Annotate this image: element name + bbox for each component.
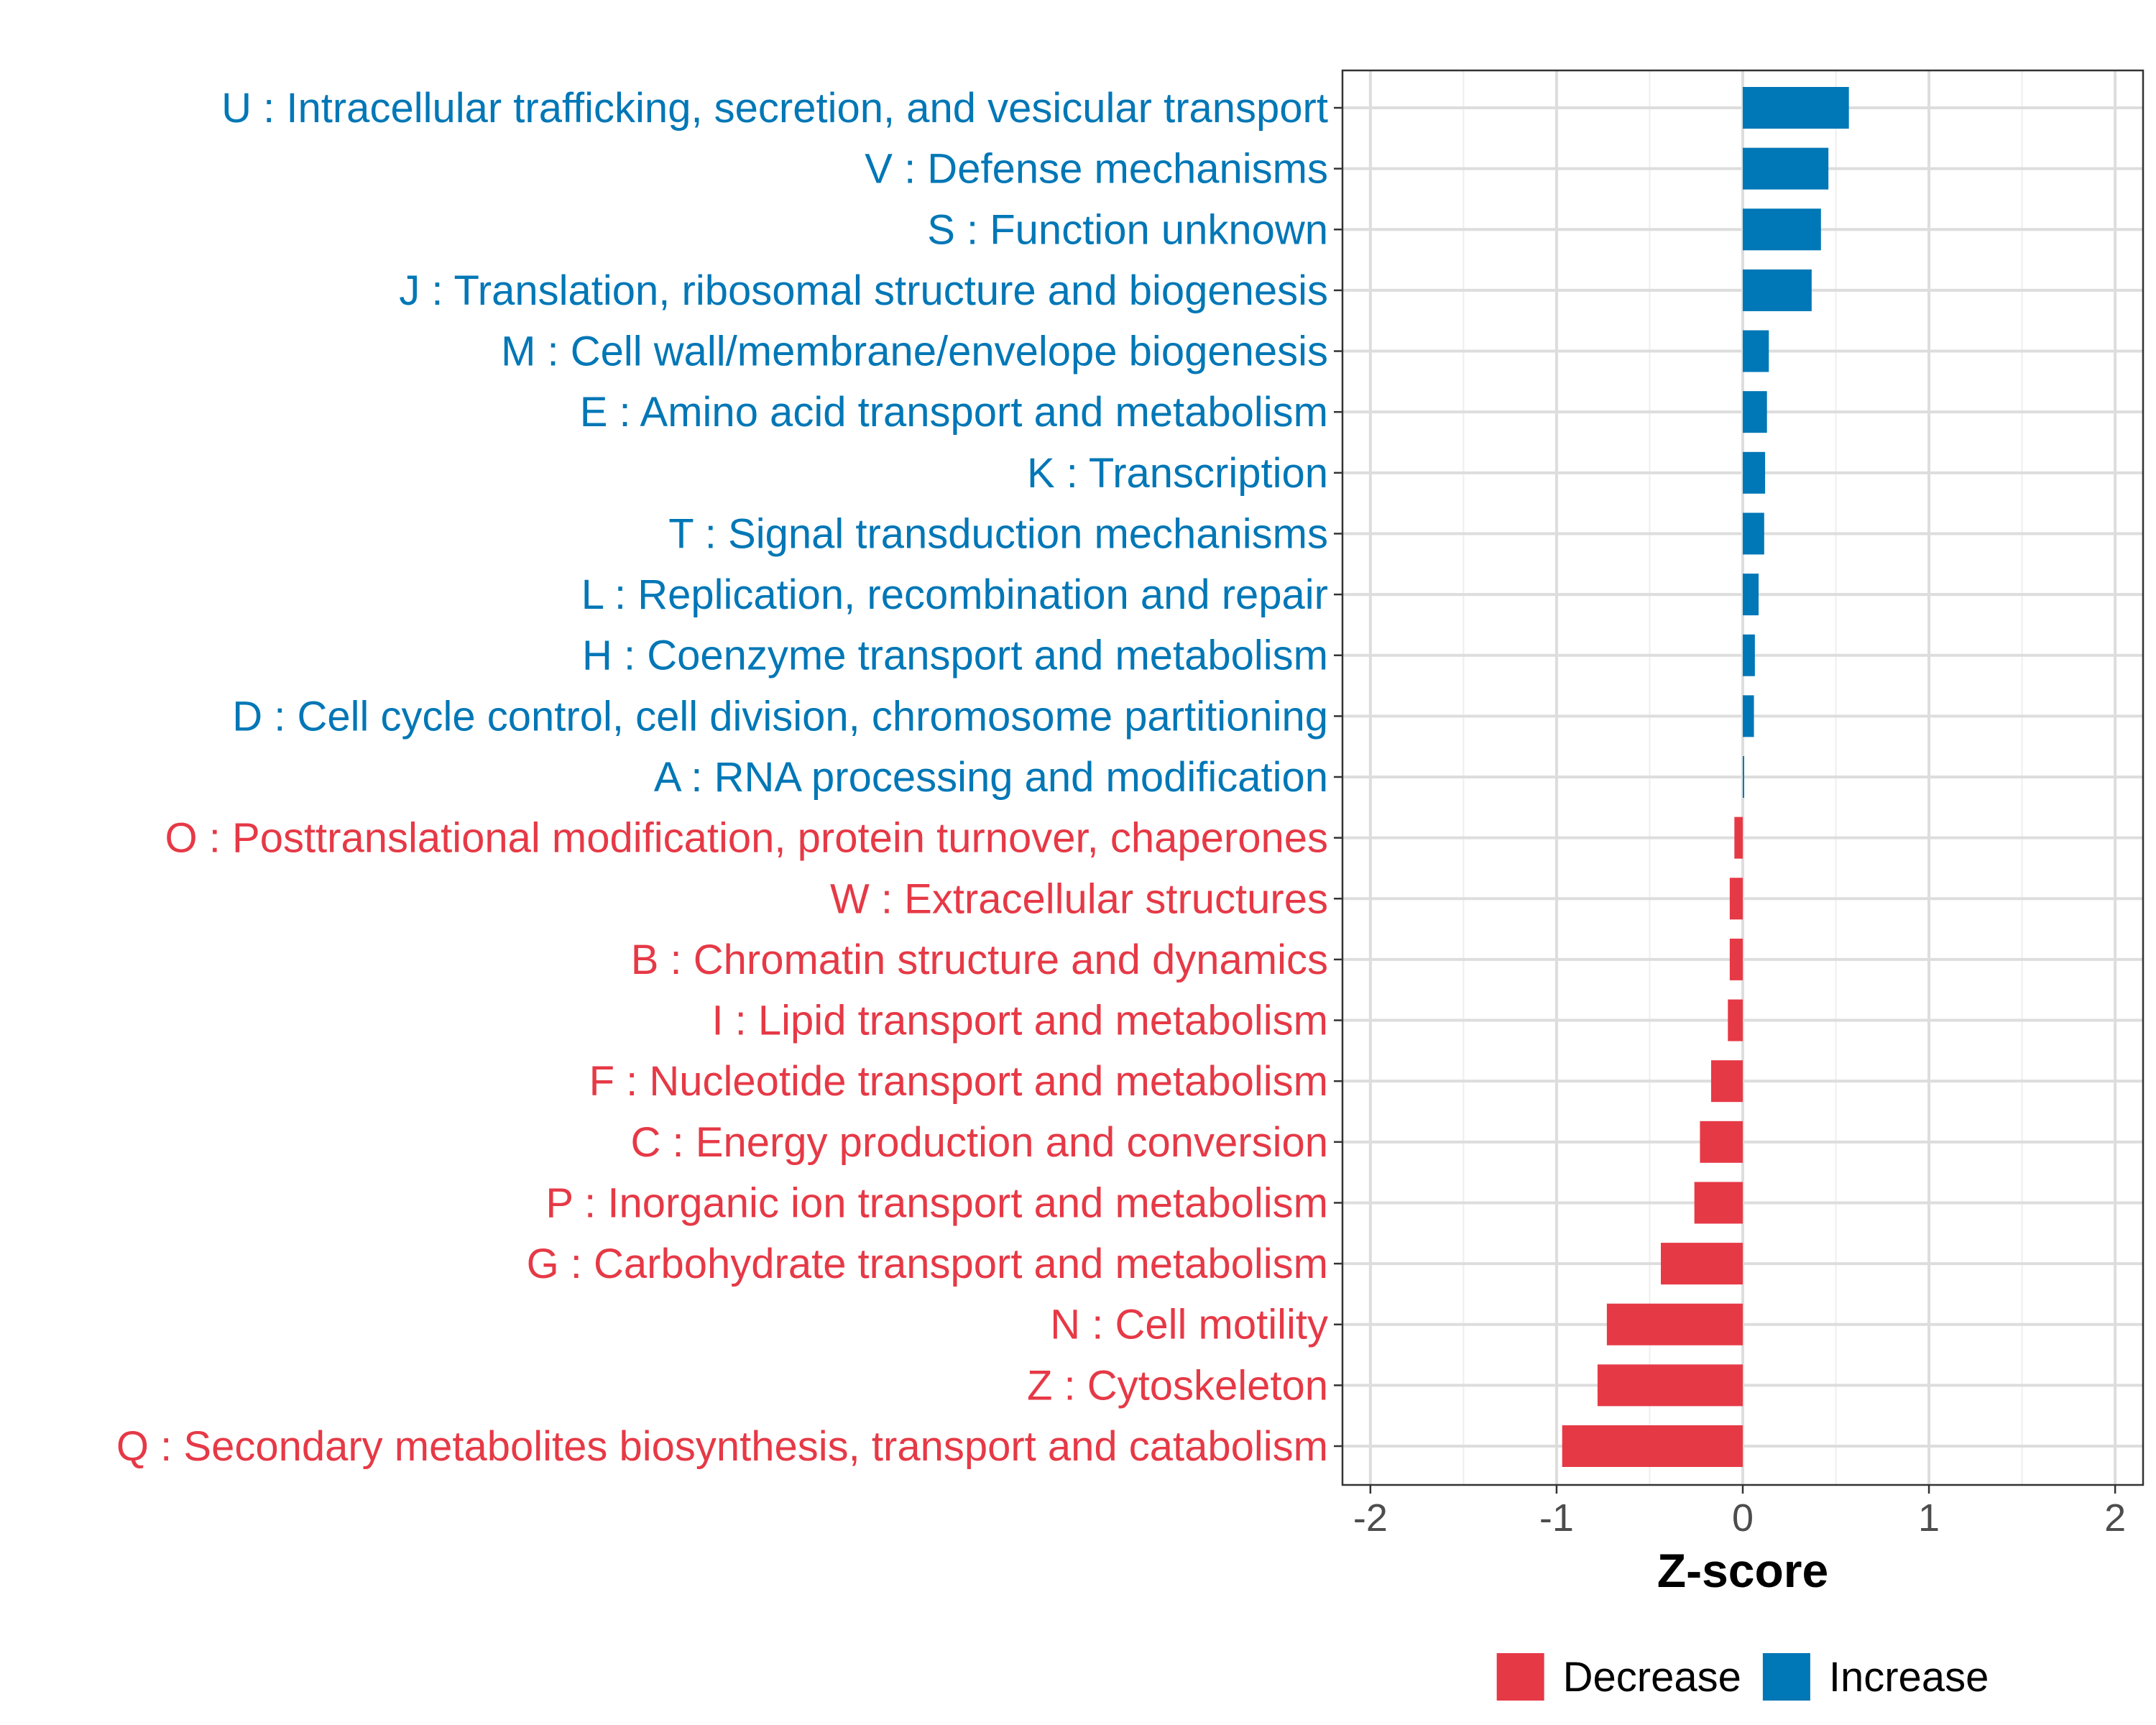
y-tick-label: K : Transcription bbox=[1027, 450, 1328, 497]
y-tick-label: V : Defense mechanisms bbox=[865, 146, 1328, 193]
bar bbox=[1710, 1060, 1743, 1103]
y-tick-label: S : Function unknown bbox=[927, 206, 1328, 253]
legend-label: Increase bbox=[1829, 1654, 1989, 1701]
bar bbox=[1606, 1303, 1743, 1346]
y-tick-label: M : Cell wall/membrane/envelope biogenes… bbox=[501, 328, 1328, 375]
y-tick-label: L : Replication, recombination and repai… bbox=[581, 571, 1328, 618]
y-tick-label: A : RNA processing and modification bbox=[654, 754, 1328, 801]
bar bbox=[1743, 208, 1821, 251]
bar bbox=[1743, 269, 1812, 311]
bar bbox=[1694, 1182, 1743, 1224]
bar bbox=[1597, 1364, 1743, 1407]
y-tick-label: O : Posttranslational modification, prot… bbox=[165, 815, 1328, 862]
y-tick-label: T : Signal transduction mechanisms bbox=[668, 510, 1328, 557]
legend-label: Decrease bbox=[1563, 1654, 1741, 1701]
bar bbox=[1661, 1243, 1743, 1285]
bar bbox=[1729, 938, 1743, 980]
y-tick-label: F : Nucleotide transport and metabolism bbox=[589, 1058, 1328, 1105]
bar bbox=[1743, 574, 1759, 616]
bar bbox=[1734, 816, 1743, 859]
y-tick-label: N : Cell motility bbox=[1050, 1302, 1328, 1348]
bar bbox=[1562, 1425, 1743, 1467]
bar bbox=[1743, 391, 1767, 433]
y-tick-label: G : Carbohydrate transport and metabolis… bbox=[527, 1241, 1328, 1287]
bar bbox=[1743, 451, 1766, 494]
y-tick-label: D : Cell cycle control, cell division, c… bbox=[232, 693, 1328, 740]
x-tick-label: -2 bbox=[1353, 1496, 1388, 1540]
bar bbox=[1743, 512, 1764, 555]
x-tick-label: 1 bbox=[1918, 1496, 1940, 1540]
y-tick-label: U : Intracellular trafficking, secretion… bbox=[221, 85, 1328, 132]
y-tick-label: H : Coenzyme transport and metabolism bbox=[582, 632, 1328, 679]
legend: Decrease Increase bbox=[1496, 1653, 1989, 1701]
y-tick-label: Z : Cytoskeleton bbox=[1027, 1362, 1328, 1409]
bar bbox=[1728, 999, 1743, 1041]
x-tick-label: 0 bbox=[1732, 1496, 1754, 1540]
y-tick-label: I : Lipid transport and metabolism bbox=[711, 998, 1328, 1044]
legend-key bbox=[1762, 1653, 1810, 1701]
y-tick-label: W : Extracellular structures bbox=[830, 875, 1328, 922]
y-tick-label: B : Chromatin structure and dynamics bbox=[631, 937, 1328, 983]
bar bbox=[1743, 87, 1849, 129]
legend-key bbox=[1496, 1653, 1544, 1701]
x-axis-title: Z-score bbox=[1657, 1544, 1828, 1597]
x-tick-label: -1 bbox=[1539, 1496, 1574, 1540]
bar bbox=[1700, 1121, 1743, 1163]
y-tick-label: J : Translation, ribosomal structure and… bbox=[399, 267, 1328, 314]
bar bbox=[1743, 695, 1754, 737]
bars bbox=[1562, 87, 1849, 1467]
y-tick-label: C : Energy production and conversion bbox=[631, 1119, 1328, 1166]
bar bbox=[1743, 330, 1769, 372]
x-axis: -2 -1 0 1 2 bbox=[1353, 1485, 2126, 1540]
y-tick-label: P : Inorganic ion transport and metaboli… bbox=[545, 1179, 1328, 1226]
bar bbox=[1743, 147, 1829, 190]
y-axis: U : Intracellular trafficking, secretion… bbox=[116, 85, 1342, 1470]
bar bbox=[1743, 756, 1744, 798]
bar bbox=[1729, 878, 1743, 920]
y-tick-label: Q : Secondary metabolites biosynthesis, … bbox=[116, 1423, 1328, 1470]
bar bbox=[1743, 634, 1755, 676]
y-tick-label: E : Amino acid transport and metabolism bbox=[580, 389, 1328, 436]
x-tick-label: 2 bbox=[2104, 1496, 2126, 1540]
